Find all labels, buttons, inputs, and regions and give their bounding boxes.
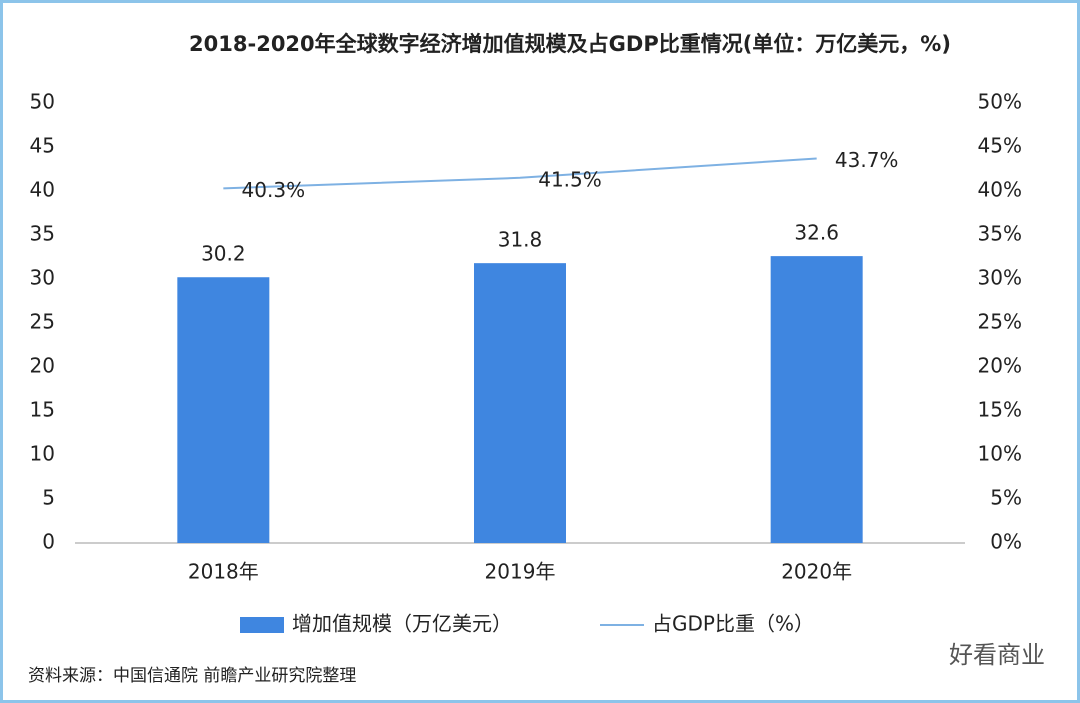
line-value-label: 41.5%: [538, 167, 602, 191]
legend-label: 占GDP比重（%）: [652, 612, 814, 636]
bar-value-label: 32.6: [794, 221, 839, 245]
y2-tick-label: 50%: [978, 90, 1022, 114]
bar: [177, 277, 270, 543]
y-tick-label: 25: [30, 310, 55, 334]
legend-swatch: [240, 617, 284, 633]
y2-tick-label: 0%: [990, 530, 1022, 554]
y-tick-label: 50: [30, 90, 55, 114]
chart-title: 2018-2020年全球数字经济增加值规模及占GDP比重情况(单位：万亿美元，%…: [189, 32, 951, 56]
bar-value-label: 31.8: [498, 228, 543, 252]
y2-tick-label: 25%: [978, 310, 1022, 334]
y2-tick-label: 40%: [978, 178, 1022, 202]
y-tick-label: 0: [42, 530, 55, 554]
bar-value-label: 30.2: [201, 242, 246, 266]
y-tick-label: 40: [30, 178, 55, 202]
y-tick-label: 45: [30, 134, 55, 158]
y2-tick-label: 35%: [978, 222, 1022, 246]
source: 资料来源：中国信通院 前瞻产业研究院整理: [28, 666, 356, 686]
y-tick-label: 5: [42, 486, 55, 510]
y2-tick-label: 30%: [978, 266, 1022, 290]
bar: [474, 263, 566, 543]
line-value-label: 40.3%: [242, 178, 306, 202]
line: [223, 157, 817, 190]
y2-tick-label: 10%: [978, 442, 1022, 466]
line-value-label: 43.7%: [835, 148, 899, 172]
y-tick-label: 20: [30, 354, 55, 378]
y2-tick-label: 20%: [978, 354, 1022, 378]
y-tick-label: 10: [30, 442, 55, 466]
y2-tick-label: 45%: [978, 134, 1022, 158]
x-tick-label: 2020年: [781, 560, 852, 584]
y-tick-label: 15: [30, 398, 55, 422]
watermark: 好看商业: [949, 641, 1045, 669]
y-tick-label: 30: [30, 266, 55, 290]
x-tick-label: 2018年: [188, 560, 259, 584]
y2-tick-label: 15%: [978, 398, 1022, 422]
y2-tick-label: 5%: [990, 486, 1022, 510]
y-tick-label: 35: [30, 222, 55, 246]
legend-label: 增加值规模（万亿美元）: [292, 612, 512, 636]
x-tick-label: 2019年: [485, 560, 556, 584]
bar: [770, 256, 863, 543]
